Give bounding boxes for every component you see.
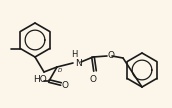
Text: HO: HO <box>33 75 47 84</box>
Text: O: O <box>89 75 96 84</box>
Text: N: N <box>75 59 82 68</box>
Text: D: D <box>58 68 62 73</box>
Text: O: O <box>62 80 69 90</box>
Text: H: H <box>71 50 77 59</box>
Text: O: O <box>108 51 115 60</box>
